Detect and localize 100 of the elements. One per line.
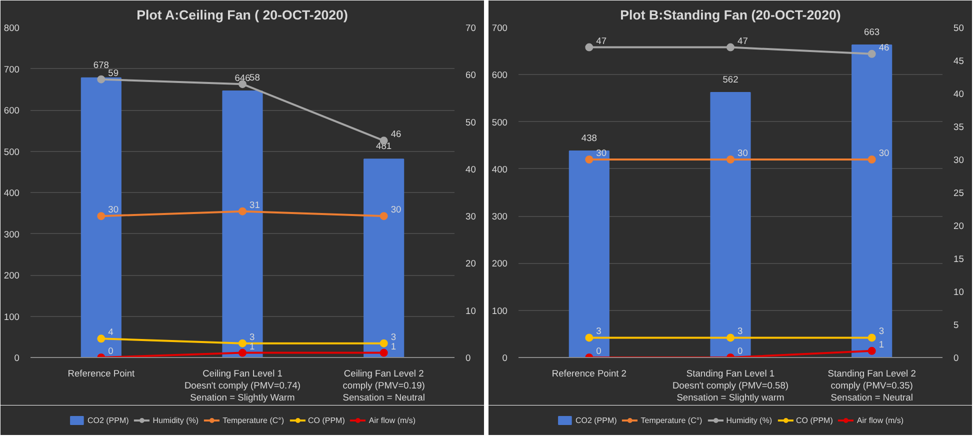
legend-label: CO (PPM) xyxy=(308,415,345,425)
chart-title: Plot B:Standing Fan (20-OCT-2020) xyxy=(620,8,841,22)
data-label: 30 xyxy=(108,204,119,215)
y2-tick-label: 50 xyxy=(954,23,964,33)
y2-tick-label: 20 xyxy=(466,258,476,269)
x-tick-label: Standing Fan Level 1 Doesn't comply (PMV=0.58) Sensation = Slightly warm xyxy=(672,368,789,402)
legend-label: Temperature (C°) xyxy=(640,415,702,425)
legend-label: CO2 (PPM) xyxy=(575,415,617,425)
data-label: 3 xyxy=(250,332,255,342)
y-tick-label: 0 xyxy=(502,353,508,363)
data-label: 46 xyxy=(390,129,402,140)
y-tick-label: 600 xyxy=(492,70,508,80)
data-label: 59 xyxy=(108,68,119,78)
y-tick-label: 500 xyxy=(492,117,508,128)
data-label: 46 xyxy=(878,42,890,52)
bar xyxy=(222,90,263,358)
y-tick-label: 200 xyxy=(492,258,508,269)
x-tick-label: Standing Fan Level 2 comply (PMV=0.35) Sensation = Neutral xyxy=(828,368,916,402)
point xyxy=(868,346,876,355)
data-label: 438 xyxy=(581,133,597,144)
data-label: 3 xyxy=(390,332,396,342)
y-tick-label: 100 xyxy=(4,312,20,322)
x-tick-label: Reference Point 2 xyxy=(552,368,627,378)
y-tick-label: 600 xyxy=(4,106,20,116)
data-label: 30 xyxy=(596,148,607,158)
point xyxy=(380,212,388,220)
y2-tick-label: 35 xyxy=(954,122,964,132)
y2-tick-label: 50 xyxy=(466,117,476,128)
data-label: 1 xyxy=(390,341,396,352)
y2-tick-label: 0 xyxy=(466,353,471,363)
y2-tick-label: 15 xyxy=(954,254,964,264)
data-label: 3 xyxy=(596,326,602,336)
bar xyxy=(568,150,610,358)
data-label: 47 xyxy=(596,36,607,46)
y2-tick-label: 25 xyxy=(954,188,964,198)
point xyxy=(585,156,594,164)
data-label: 30 xyxy=(878,148,890,158)
y2-tick-label: 10 xyxy=(954,287,964,297)
data-label: 0 xyxy=(596,346,602,356)
point xyxy=(868,50,876,58)
point xyxy=(380,339,388,348)
legend-label: Humidity (%) xyxy=(152,415,199,425)
y2-tick-label: 5 xyxy=(954,320,959,330)
bar xyxy=(852,44,892,358)
point xyxy=(726,156,734,164)
point xyxy=(726,43,734,52)
y-tick-label: 200 xyxy=(4,270,20,280)
point xyxy=(97,75,106,84)
data-label: 30 xyxy=(390,204,402,215)
point xyxy=(868,334,876,342)
y-tick-label: 500 xyxy=(4,146,20,157)
y2-tick-label: 70 xyxy=(466,23,476,33)
point xyxy=(585,334,594,342)
data-label: 1 xyxy=(878,339,884,350)
point xyxy=(726,334,734,342)
y-tick-label: 400 xyxy=(4,188,20,198)
legend-label: Air flow (m/s) xyxy=(368,415,416,425)
y-tick-label: 300 xyxy=(492,212,508,222)
y-tick-label: 100 xyxy=(492,306,508,316)
data-label: 0 xyxy=(108,346,114,356)
point xyxy=(238,348,246,357)
y2-tick-label: 45 xyxy=(954,56,964,66)
y2-tick-label: 40 xyxy=(466,164,476,174)
data-label: 3 xyxy=(878,326,884,336)
data-label: 3 xyxy=(738,326,743,336)
y-tick-label: 700 xyxy=(492,23,508,33)
point xyxy=(868,156,876,164)
bar xyxy=(364,158,404,358)
data-label: 58 xyxy=(250,72,260,83)
x-tick-label: Reference Point xyxy=(68,368,136,378)
legend-label: Humidity (%) xyxy=(726,415,772,425)
x-tick-label: Ceiling Fan Level 1 Doesn't comply (PMV=0.74) Senation = Slightly Warm xyxy=(184,368,301,402)
point xyxy=(97,212,106,220)
bar xyxy=(710,92,751,358)
y-tick-label: 800 xyxy=(4,23,20,33)
legend-label: CO2 (PPM) xyxy=(87,415,129,425)
legend-label: Air flow (m/s) xyxy=(856,415,904,425)
data-label: 562 xyxy=(722,74,738,85)
data-label: 663 xyxy=(864,26,880,37)
y2-tick-label: 30 xyxy=(954,155,964,165)
chart-title: Plot A:Ceiling Fan ( 20-OCT-2020) xyxy=(136,8,348,22)
y-tick-label: 700 xyxy=(4,64,20,74)
data-label: 678 xyxy=(93,60,109,70)
y-tick-label: 0 xyxy=(14,353,20,363)
data-label: 646 xyxy=(234,73,250,84)
y2-tick-label: 10 xyxy=(466,306,476,316)
data-label: 0 xyxy=(738,346,743,356)
point xyxy=(97,334,106,343)
y2-tick-label: 30 xyxy=(466,212,476,222)
point xyxy=(238,339,246,348)
data-label: 4 xyxy=(108,327,114,338)
data-label: 30 xyxy=(738,148,748,158)
legend-label: Temperature (C°) xyxy=(222,415,284,425)
data-label: 31 xyxy=(250,200,260,210)
y-tick-label: 300 xyxy=(4,229,20,240)
y2-tick-label: 40 xyxy=(954,89,964,99)
y2-tick-label: 0 xyxy=(954,353,959,363)
data-label: 47 xyxy=(738,36,748,46)
y2-tick-label: 20 xyxy=(954,221,964,231)
legend-label: CO (PPM) xyxy=(796,415,833,425)
